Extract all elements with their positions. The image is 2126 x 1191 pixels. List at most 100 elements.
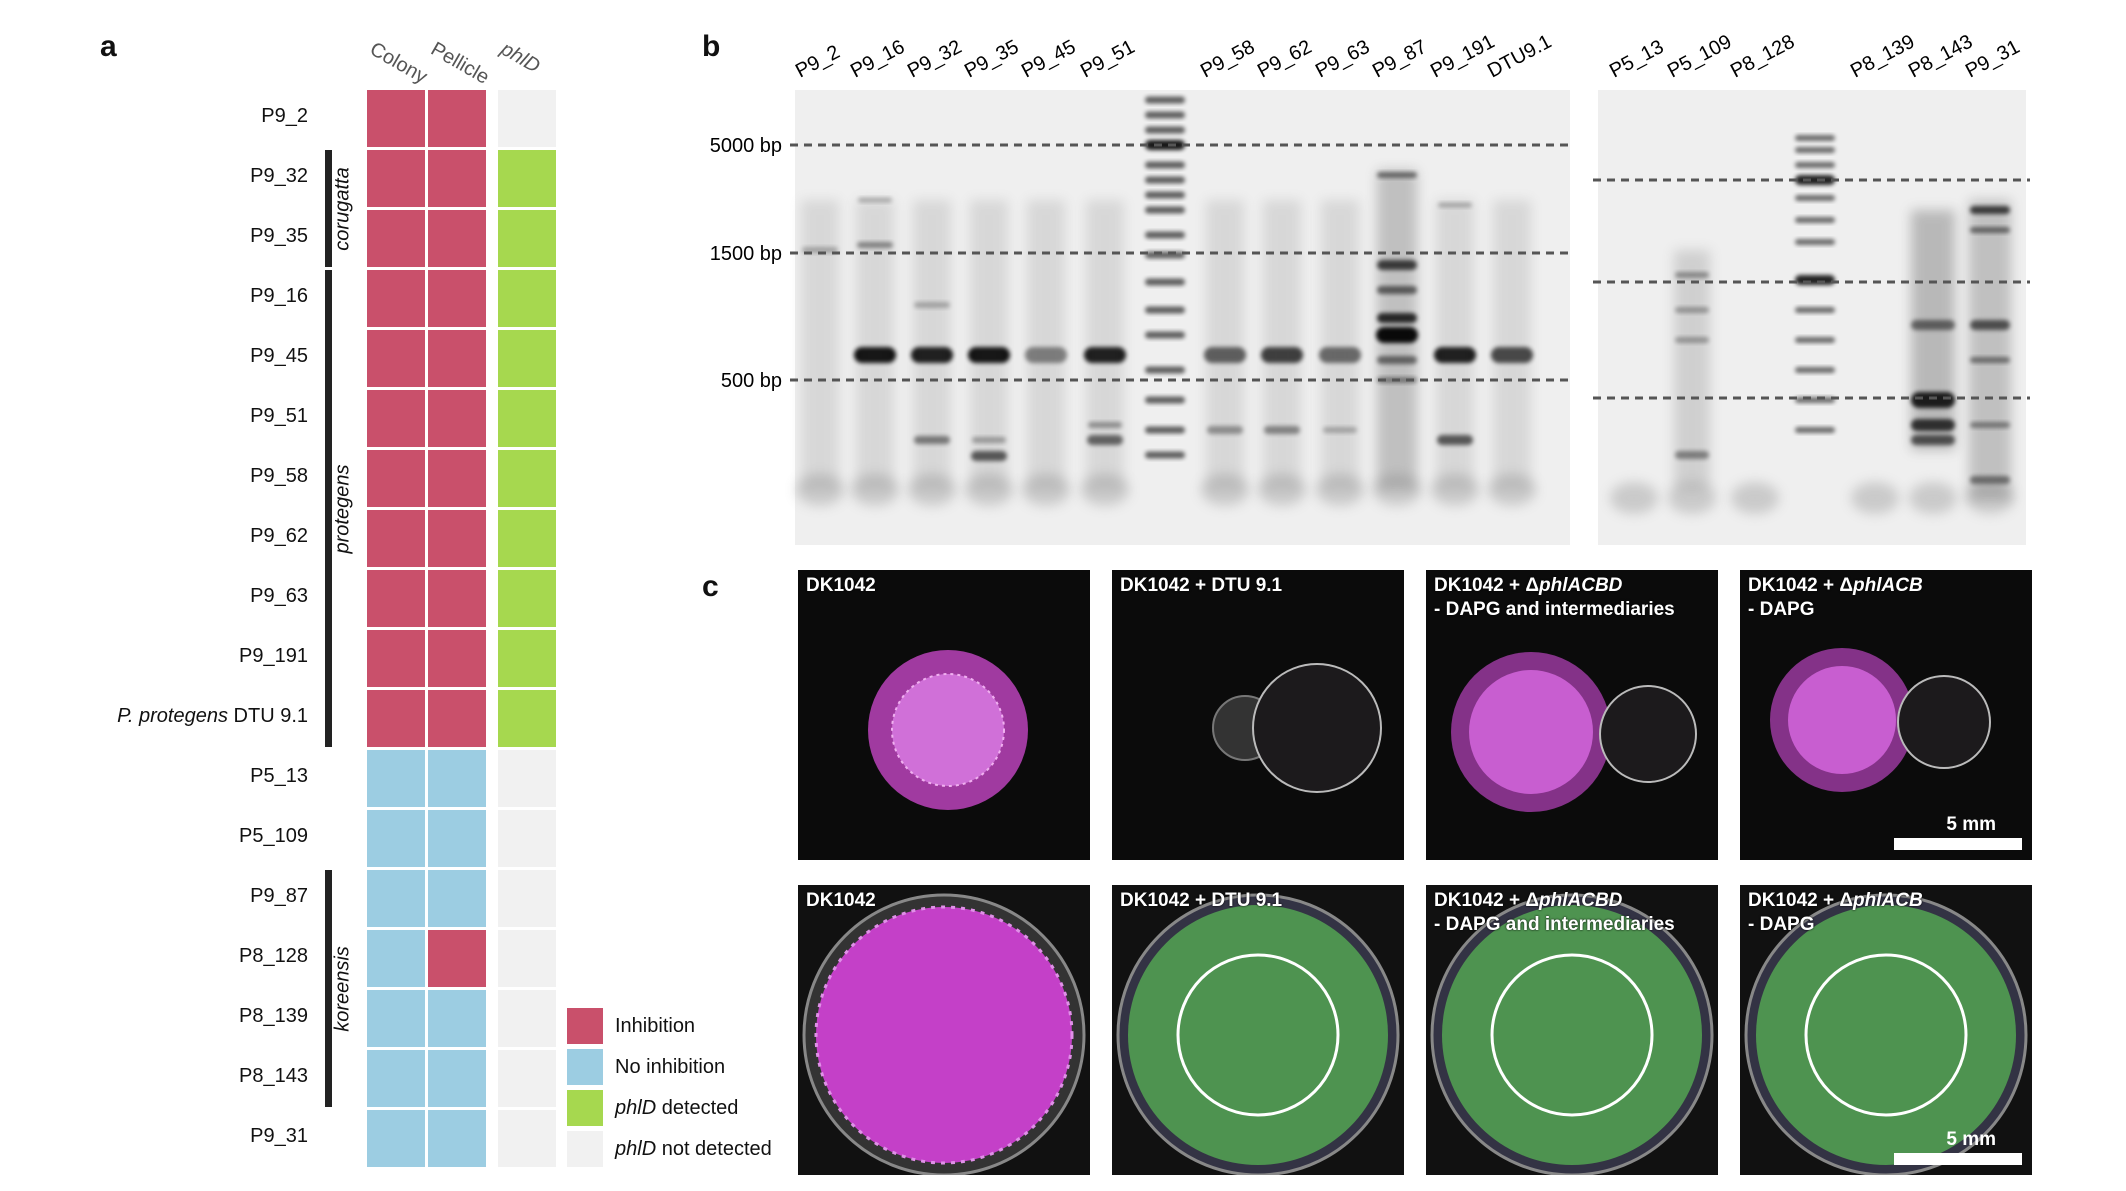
lane-label: P9_191	[1427, 31, 1498, 83]
colony-graphic	[1212, 663, 1382, 793]
gel-smear	[1086, 200, 1124, 490]
image-subtitle: - DAPG and intermediaries	[1434, 914, 1675, 935]
legend-swatch	[567, 1049, 603, 1085]
gel-band	[1675, 272, 1709, 278]
gel-smear	[1263, 200, 1301, 490]
heatmap-cell	[498, 1110, 556, 1167]
gel-band	[1795, 135, 1835, 141]
row-label-text: P9_87	[250, 885, 308, 907]
image-title-text: DK1042 + Δ	[1748, 890, 1854, 911]
heatmap-cell	[367, 1110, 425, 1167]
lane-label: P5_109	[1664, 31, 1735, 83]
gel-blob	[1966, 482, 2014, 514]
heatmap-cell	[367, 1050, 425, 1107]
gel-blob	[851, 474, 899, 506]
row-label-text: P5_109	[239, 825, 308, 847]
heatmap-cell	[498, 510, 556, 567]
gel-band	[1795, 175, 1835, 185]
gel-band	[1145, 251, 1185, 259]
lane-label: P9_45	[1018, 36, 1079, 83]
row-label-text: P9_62	[250, 525, 308, 547]
gel-blob	[1081, 474, 1129, 506]
group-bar	[325, 270, 332, 747]
gel-band	[1145, 191, 1185, 199]
heatmap-cell	[498, 90, 556, 147]
gel-band	[1145, 278, 1185, 286]
image-title-italic: phlACB	[1853, 575, 1923, 596]
row-label: P9_63	[250, 585, 308, 608]
heatmap-cell	[367, 510, 425, 567]
gel-band	[1145, 126, 1185, 134]
gel-band	[1795, 217, 1835, 223]
image-subtitle: - DAPG and intermediaries	[1434, 599, 1675, 620]
gel-blob	[1316, 474, 1364, 506]
gel-band	[1970, 227, 2010, 233]
gel-band	[1970, 476, 2010, 484]
gel-band	[914, 436, 950, 444]
row-label-text: P5_13	[250, 765, 308, 787]
pellicle-graphic	[1116, 893, 1400, 1175]
gel-band	[1795, 239, 1835, 245]
lane-label: P9_35	[961, 36, 1022, 83]
pellicle-image: DK1042	[798, 885, 1090, 1175]
lane-label: P9_58	[1197, 36, 1258, 83]
pellicle-graphic	[1430, 893, 1714, 1175]
heatmap-cell	[367, 150, 425, 207]
row-label-text: P9_51	[250, 405, 308, 427]
gel-band	[1437, 435, 1473, 445]
row-label: P8_143	[239, 1065, 308, 1088]
panel-letter-b: b	[702, 30, 721, 63]
gel-smear	[1969, 200, 2011, 500]
heatmap-cell	[428, 450, 486, 507]
legend-label: phlD not detected	[615, 1138, 772, 1161]
group-label-corugatta: corugatta	[331, 166, 354, 251]
heatmap-cell	[428, 750, 486, 807]
legend-swatch	[567, 1008, 603, 1044]
gel-band	[1795, 147, 1835, 153]
legend-swatch	[567, 1131, 603, 1167]
gel-band	[1911, 435, 1955, 445]
gel-band	[1795, 367, 1835, 373]
heatmap-cell	[498, 330, 556, 387]
gel-smear	[1206, 200, 1244, 490]
row-label-text: P9_58	[250, 465, 308, 487]
row-label: P9_35	[250, 225, 308, 248]
gel-blob	[1431, 474, 1479, 506]
image-title-text: DK1042	[806, 575, 876, 596]
gel-band	[1377, 260, 1417, 270]
image-title-italic: phlACBD	[1539, 890, 1623, 911]
heatmap-cell	[428, 1110, 486, 1167]
gel-band	[1145, 396, 1185, 404]
gel-blob	[1488, 474, 1536, 506]
heatmap-cell	[498, 570, 556, 627]
row-label-text: P9_2	[261, 105, 308, 127]
image-title-italic: phlACBD	[1539, 575, 1623, 596]
gel-blob	[1022, 474, 1070, 506]
heatmap-cell	[428, 990, 486, 1047]
gel-band	[1970, 206, 2010, 214]
group-bar	[325, 870, 332, 1107]
lane-label: P9_87	[1369, 36, 1430, 83]
panel-a-heatmap: Colony Pellicle phlD P9_2 P9_32 P9_35 P9_16 P9_…	[0, 0, 800, 1191]
row-label-text: P8_139	[239, 1005, 308, 1027]
gel-band	[1795, 307, 1835, 313]
gel-2	[1598, 90, 2026, 545]
heatmap-cell	[367, 930, 425, 987]
heatmap-cell	[428, 330, 486, 387]
lane-label: P9_63	[1312, 36, 1373, 83]
legend-text: No inhibition	[615, 1056, 726, 1078]
heatmap-cell	[498, 810, 556, 867]
gel-band	[972, 437, 1006, 443]
legend-italic: phlD	[615, 1138, 657, 1160]
heatmap-cell	[428, 570, 486, 627]
gel-band	[1145, 451, 1185, 459]
gel-smear	[1027, 200, 1065, 490]
heatmap-cell	[428, 870, 486, 927]
lane-label: DTU9.1	[1484, 31, 1555, 83]
image-title: DK1042 + ΔphlACBD - DAPG and intermediari…	[1434, 574, 1675, 622]
image-title-text: DK1042 + DTU 9.1	[1120, 575, 1283, 596]
heatmap-cell	[367, 330, 425, 387]
heatmap-cell	[498, 630, 556, 687]
colony-image: DK1042 + ΔphlACB - DAPG 5 mm	[1740, 570, 2032, 860]
lane-label: P9_62	[1254, 36, 1315, 83]
